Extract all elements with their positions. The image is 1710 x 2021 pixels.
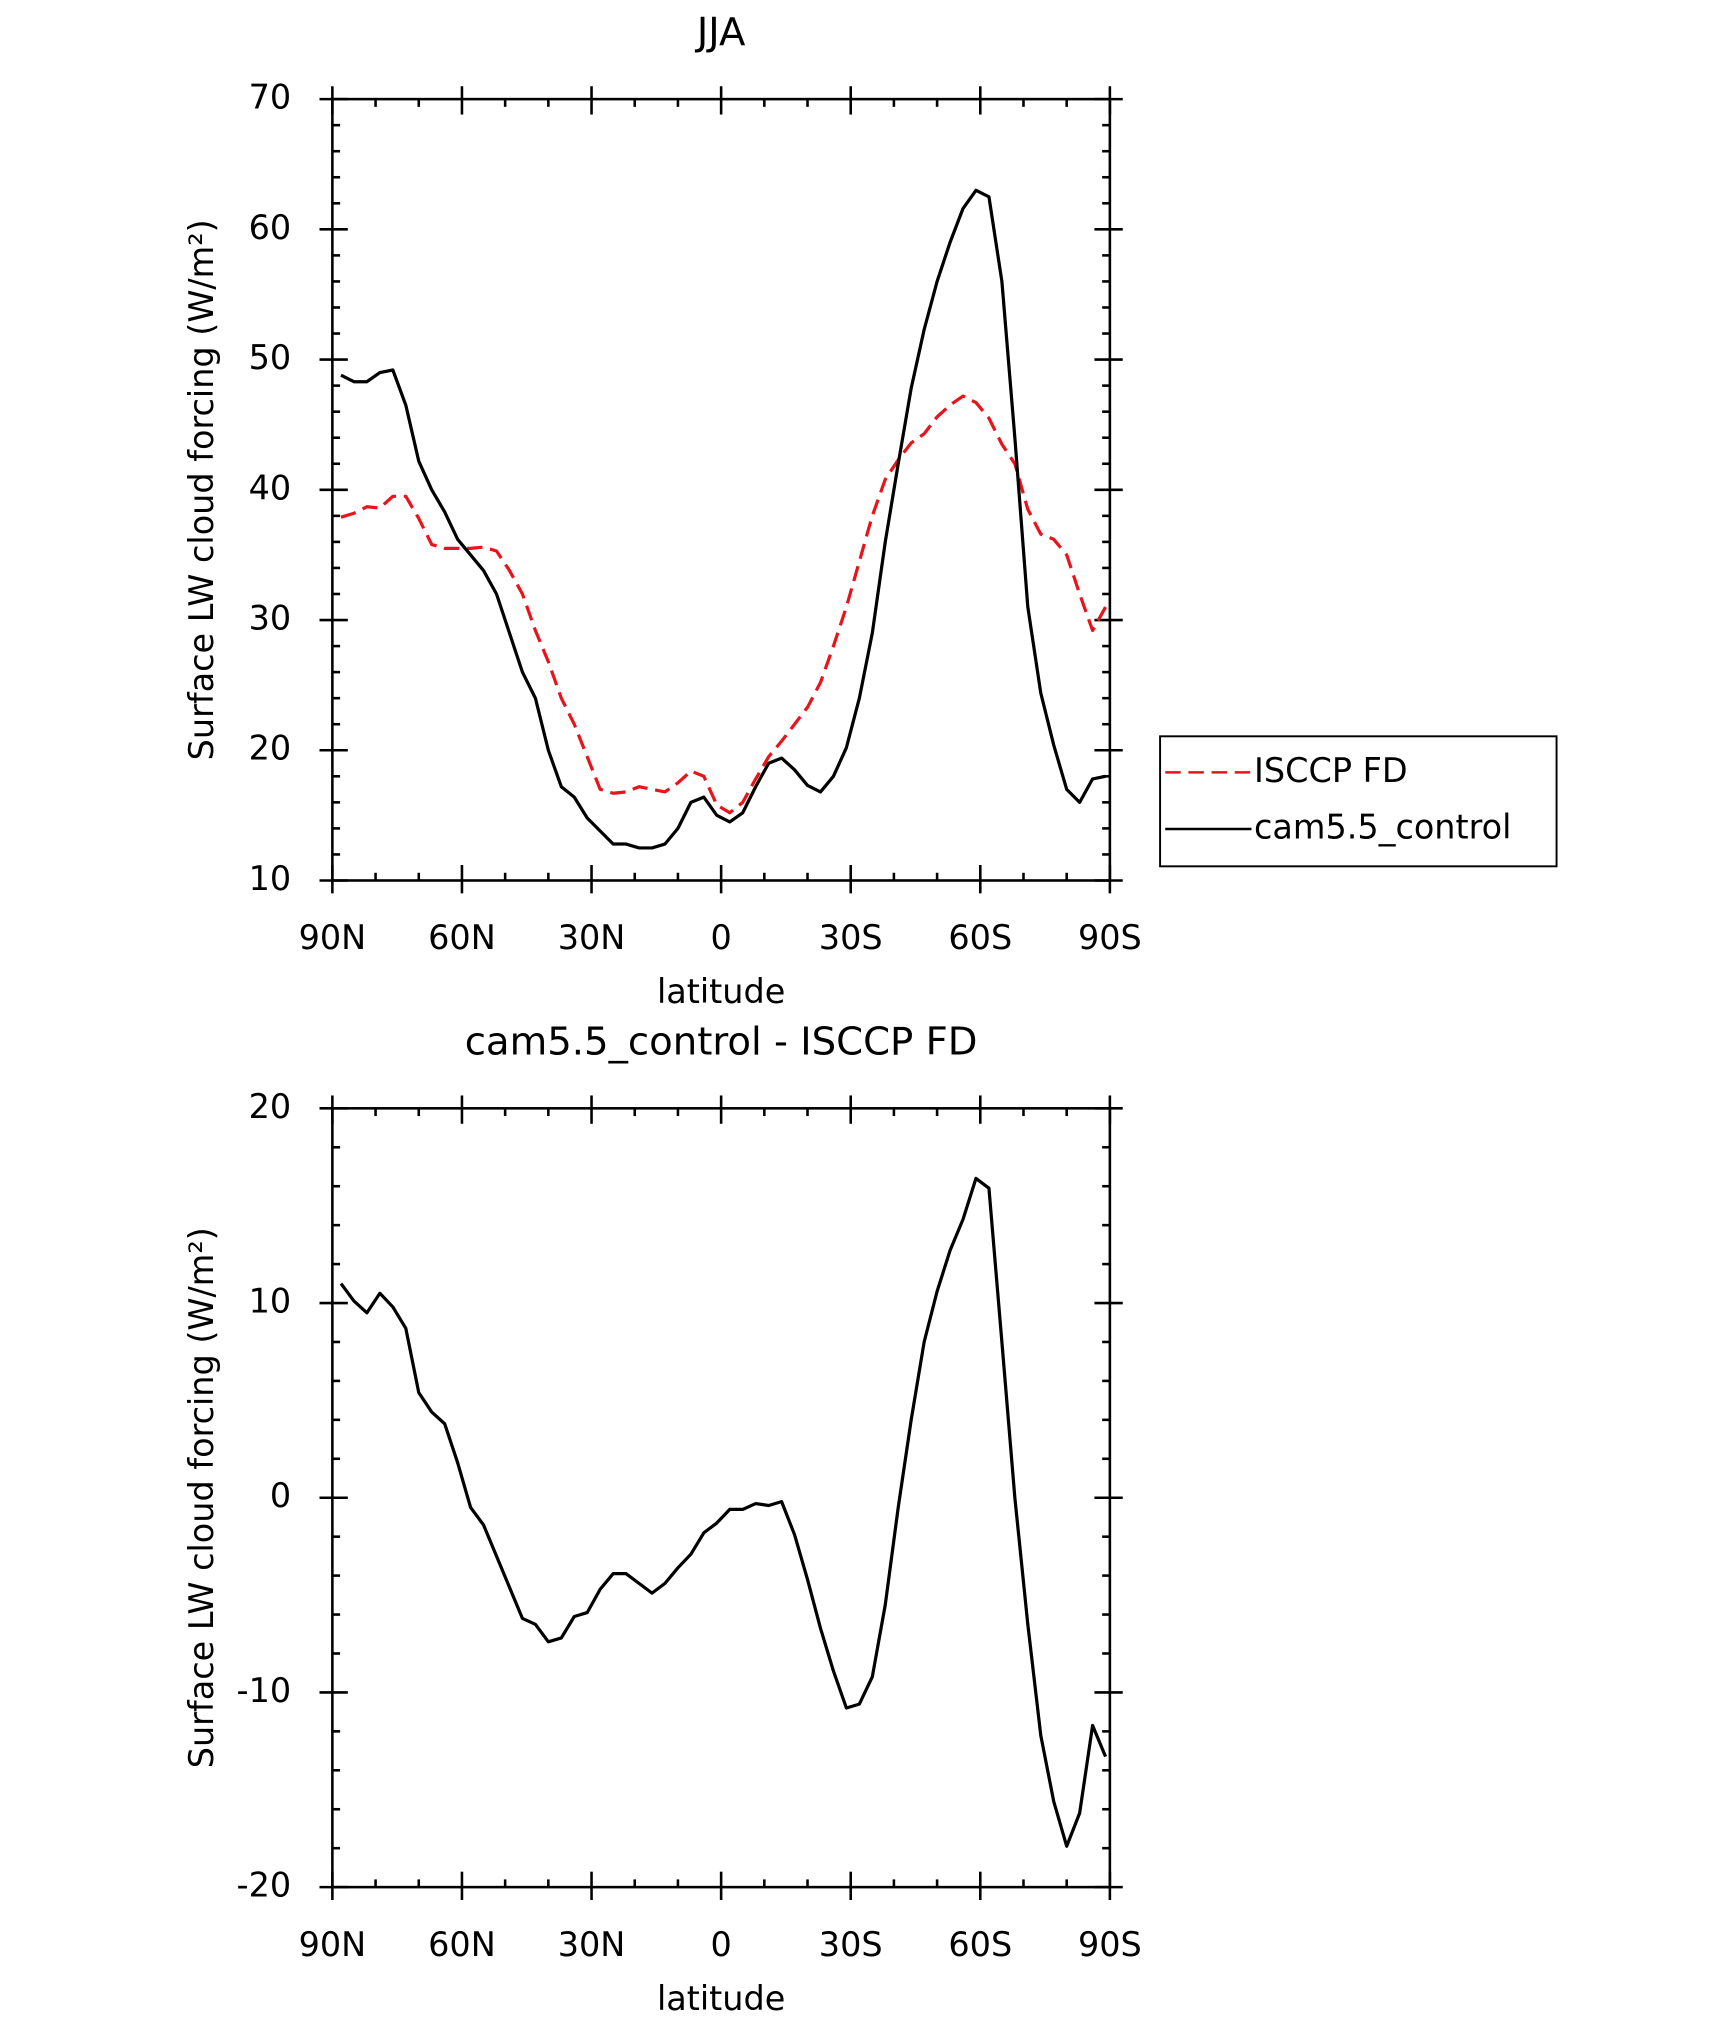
x-tick-label: 90S — [1078, 1925, 1142, 1964]
y-tick-label: -20 — [237, 1866, 292, 1905]
y-tick-label: 20 — [249, 729, 292, 768]
y-tick-label: 30 — [249, 599, 292, 638]
x-tick-label: 30N — [558, 1925, 626, 1964]
x-tick-label: 0 — [710, 918, 731, 957]
x-tick-label: 60S — [948, 918, 1012, 957]
x-axis-label: latitude — [657, 1979, 785, 2018]
y-tick-label: -10 — [237, 1671, 292, 1710]
data-line — [339, 1176, 1108, 1848]
y-tick-label: 0 — [270, 1476, 291, 1515]
legend-label: cam5.5_control — [1254, 807, 1511, 846]
y-tick-label: 40 — [249, 468, 292, 507]
x-tick-label: 90N — [299, 1925, 367, 1964]
y-tick-label: 10 — [249, 1282, 292, 1321]
x-tick-label: 60N — [428, 918, 496, 957]
data-line — [340, 394, 1107, 815]
y-tick-label: 20 — [249, 1087, 292, 1126]
x-tick-label: 60S — [948, 1925, 1012, 1964]
legend-box — [1159, 735, 1558, 868]
x-tick-label: 60N — [428, 1925, 496, 1964]
x-tick-label: 90N — [299, 918, 367, 957]
x-tick-label: 0 — [710, 1925, 731, 1964]
data-line — [340, 188, 1106, 850]
y-axis-label: Surface LW cloud forcing (W/m²) — [182, 1227, 221, 1768]
y-tick-label: 70 — [249, 78, 292, 117]
chart-title: cam5.5_control - ISCCP FD — [465, 1019, 978, 1064]
plot-frame — [331, 1107, 1112, 1889]
y-tick-label: 50 — [249, 338, 292, 377]
y-tick-label: 60 — [249, 208, 292, 247]
legend-label: ISCCP FD — [1254, 751, 1408, 790]
plot-frame — [331, 97, 1112, 882]
x-tick-label: 30N — [558, 918, 626, 957]
x-tick-label: 30S — [819, 1925, 883, 1964]
y-tick-label: 10 — [249, 859, 292, 898]
x-tick-label: 90S — [1078, 918, 1142, 957]
x-tick-label: 30S — [819, 918, 883, 957]
y-axis-label: Surface LW cloud forcing (W/m²) — [182, 219, 221, 760]
chart-title: JJA — [695, 10, 746, 55]
x-axis-label: latitude — [657, 972, 785, 1011]
